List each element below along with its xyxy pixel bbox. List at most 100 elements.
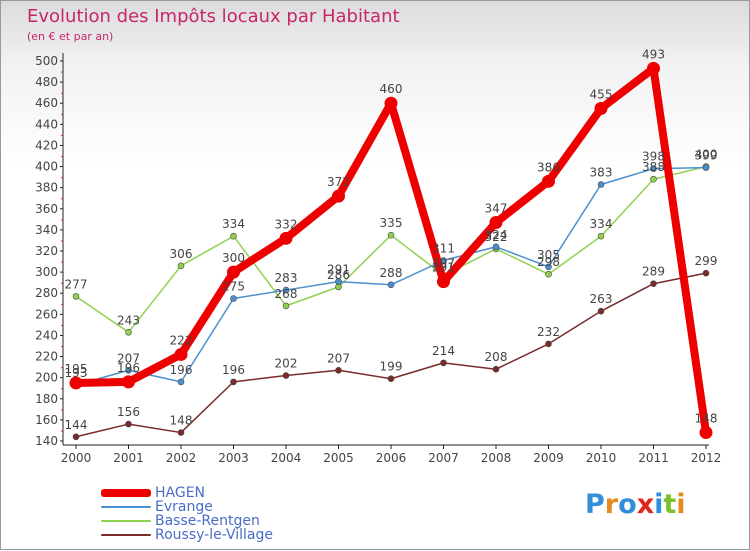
data-point-roussy-le-village bbox=[545, 340, 552, 348]
y-tick-label: 400 bbox=[35, 160, 58, 174]
data-point-roussy-le-village bbox=[702, 269, 710, 277]
data-label-roussy-le-village: 208 bbox=[485, 350, 508, 364]
data-point-evrange bbox=[125, 366, 132, 374]
data-label-basse-rentgen: 400 bbox=[695, 148, 718, 162]
data-label-basse-rentgen: 334 bbox=[222, 217, 245, 231]
chart-title: Evolution des Impôts locaux par Habitant bbox=[27, 6, 400, 27]
data-label-hagen: 222 bbox=[170, 333, 193, 347]
data-point-roussy-le-village bbox=[72, 433, 80, 441]
data-point-hagen bbox=[647, 61, 660, 75]
y-tick-label: 140 bbox=[35, 434, 58, 448]
legend-swatch bbox=[101, 520, 151, 522]
y-tick-label: 340 bbox=[35, 223, 58, 237]
x-tick-label: 2005 bbox=[323, 451, 354, 465]
data-label-hagen: 460 bbox=[380, 82, 403, 96]
x-tick-label: 2012 bbox=[691, 451, 722, 465]
data-label-basse-rentgen: 306 bbox=[170, 247, 193, 261]
data-label-evrange: 193 bbox=[65, 366, 88, 380]
data-point-basse-rentgen bbox=[282, 302, 290, 310]
data-label-evrange: 288 bbox=[380, 266, 403, 280]
data-label-roussy-le-village: 199 bbox=[380, 360, 403, 374]
data-point-roussy-le-village bbox=[230, 378, 237, 386]
legend-label: Roussy-le-Village bbox=[155, 527, 273, 543]
legend-label: HAGEN bbox=[155, 485, 206, 501]
data-point-hagen bbox=[69, 376, 83, 390]
x-tick-label: 2008 bbox=[481, 451, 512, 465]
data-label-roussy-le-village: 156 bbox=[117, 405, 140, 419]
data-label-roussy-le-village: 232 bbox=[537, 325, 560, 339]
legend-swatch bbox=[101, 506, 151, 508]
data-label-roussy-le-village: 196 bbox=[222, 363, 245, 377]
data-label-evrange: 305 bbox=[537, 248, 560, 262]
data-point-hagen bbox=[332, 189, 345, 203]
logo-letter: o bbox=[618, 489, 637, 520]
data-label-basse-rentgen: 335 bbox=[380, 216, 403, 230]
data-point-basse-rentgen bbox=[597, 232, 605, 240]
data-point-roussy-le-village bbox=[282, 372, 290, 379]
y-tick-label: 240 bbox=[35, 328, 58, 342]
data-label-basse-rentgen: 268 bbox=[275, 287, 298, 301]
data-point-basse-rentgen bbox=[650, 175, 657, 183]
data-label-hagen: 195 bbox=[65, 362, 88, 376]
data-label-basse-rentgen: 334 bbox=[590, 217, 613, 231]
data-point-basse-rentgen bbox=[72, 293, 80, 300]
x-tick-label: 2010 bbox=[586, 451, 617, 465]
data-point-hagen bbox=[489, 216, 503, 229]
data-label-roussy-le-village: 148 bbox=[170, 414, 193, 428]
y-tick-label: 280 bbox=[35, 286, 58, 300]
x-tick-label: 2001 bbox=[113, 451, 144, 465]
logo-letter: t bbox=[663, 489, 677, 520]
x-tick-label: 2002 bbox=[166, 451, 197, 465]
data-label-evrange: 207 bbox=[117, 351, 140, 365]
legend-label: Evrange bbox=[155, 499, 213, 515]
data-point-evrange bbox=[650, 165, 657, 172]
data-point-roussy-le-village bbox=[597, 307, 605, 315]
data-label-evrange: 275 bbox=[222, 280, 245, 294]
data-point-hagen bbox=[699, 426, 713, 440]
data-label-basse-rentgen: 388 bbox=[642, 160, 665, 174]
y-tick-label: 320 bbox=[35, 244, 58, 258]
data-label-roussy-le-village: 207 bbox=[327, 351, 350, 365]
logo-letter: P bbox=[585, 489, 605, 520]
data-point-hagen bbox=[122, 375, 135, 389]
data-label-hagen: 332 bbox=[275, 217, 298, 231]
legend-swatch bbox=[101, 489, 151, 497]
y-tick-label: 260 bbox=[35, 307, 58, 321]
x-tick-label: 2011 bbox=[638, 451, 669, 465]
y-tick-label: 420 bbox=[35, 138, 58, 152]
data-point-roussy-le-village bbox=[177, 429, 185, 436]
data-label-hagen: 386 bbox=[537, 160, 560, 174]
x-tick-label: 2003 bbox=[218, 451, 249, 465]
data-point-basse-rentgen bbox=[125, 328, 132, 336]
data-label-roussy-le-village: 202 bbox=[275, 357, 298, 371]
y-tick-label: 300 bbox=[35, 265, 58, 279]
y-tick-label: 180 bbox=[35, 392, 58, 406]
y-tick-label: 200 bbox=[35, 371, 58, 385]
data-label-evrange: 283 bbox=[275, 271, 298, 285]
data-point-hagen bbox=[227, 265, 240, 279]
logo-letter: r bbox=[604, 489, 619, 520]
data-label-basse-rentgen: 322 bbox=[485, 230, 508, 244]
chart-subtitle: (en € et par an) bbox=[27, 30, 114, 43]
data-label-hagen: 148 bbox=[695, 412, 718, 426]
data-label-basse-rentgen: 286 bbox=[327, 268, 350, 282]
y-tick-label: 440 bbox=[35, 117, 58, 131]
data-point-evrange bbox=[335, 278, 342, 285]
data-label-evrange: 196 bbox=[170, 363, 193, 377]
legend-label: Basse-Rentgen bbox=[155, 513, 260, 529]
data-point-hagen bbox=[279, 231, 293, 245]
y-tick-label: 160 bbox=[35, 413, 58, 427]
y-tick-label: 220 bbox=[35, 350, 58, 364]
data-label-evrange: 383 bbox=[590, 166, 613, 180]
data-point-hagen bbox=[174, 347, 188, 361]
data-point-hagen bbox=[384, 96, 398, 110]
x-tick-label: 2006 bbox=[376, 451, 407, 465]
data-label-hagen: 291 bbox=[432, 261, 455, 275]
data-label-roussy-le-village: 289 bbox=[642, 265, 665, 279]
data-point-evrange bbox=[545, 263, 552, 271]
data-label-hagen: 455 bbox=[590, 88, 613, 102]
data-point-basse-rentgen bbox=[387, 231, 395, 239]
data-point-roussy-le-village bbox=[440, 359, 447, 367]
